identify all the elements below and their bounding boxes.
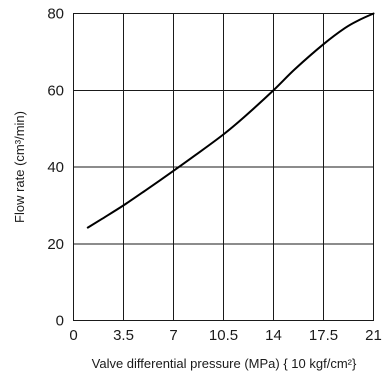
y-tick-label-1: 20 — [47, 236, 64, 253]
x-tick-label-1: 3.5 — [113, 327, 134, 344]
y-tick-label-0: 0 — [56, 313, 64, 330]
x-tick-label-6: 21 — [365, 327, 382, 344]
x-tick-label-2: 7 — [169, 327, 177, 344]
y-tick-label-3: 60 — [47, 82, 64, 99]
x-tick-label-3: 10.5 — [209, 327, 238, 344]
series-group — [86, 12, 375, 229]
grid-lines — [73, 13, 374, 321]
x-tick-label-0: 0 — [69, 327, 77, 344]
y-axis-label: Flow rate (cm³/min) — [12, 111, 27, 223]
y-tick-label-4: 80 — [47, 6, 64, 23]
x-axis-label: Valve differential pressure (MPa) { 10 k… — [92, 356, 357, 371]
x-tick-labels: 0 3.5 7 10.5 14 17.5 21 — [69, 327, 382, 344]
series-line-0 — [86, 12, 375, 229]
y-tick-label-2: 40 — [47, 159, 64, 176]
x-tick-label-5: 17.5 — [309, 327, 338, 344]
y-tick-labels: 0 20 40 60 80 — [47, 6, 64, 330]
plot-frame — [73, 13, 374, 321]
x-tick-label-4: 14 — [265, 327, 282, 344]
